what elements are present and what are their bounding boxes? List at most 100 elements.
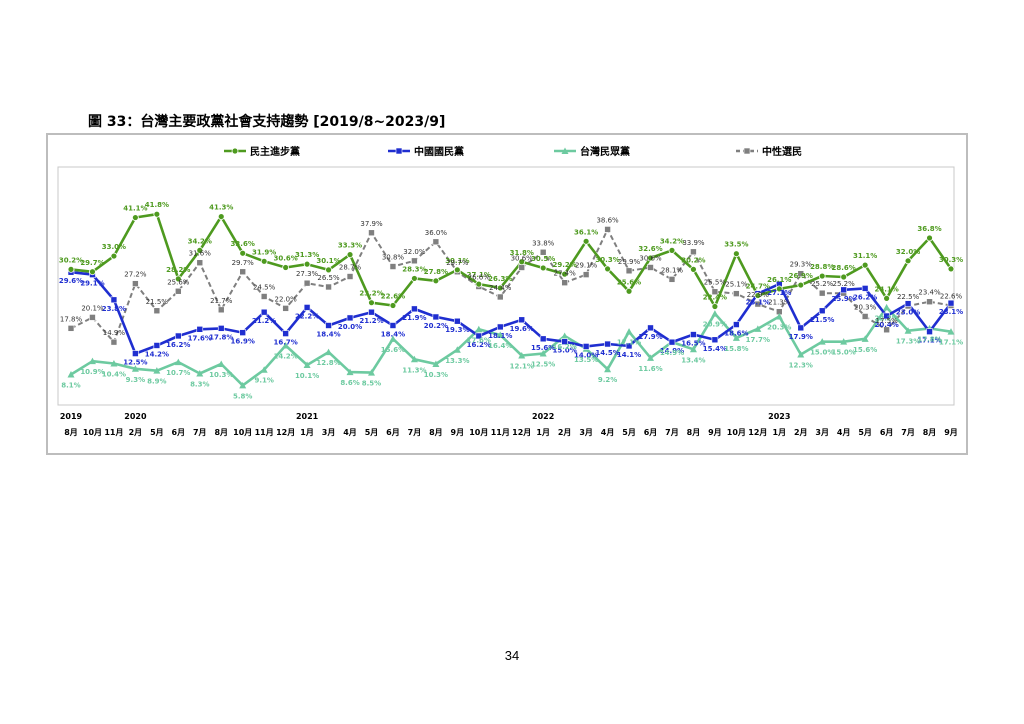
x-tick-label: 1月 [773,428,787,437]
x-tick-label: 7月 [901,428,915,437]
data-label: 30.3% [939,256,963,264]
data-point [132,350,139,357]
legend-label: 中國國民黨 [414,145,464,158]
data-point [67,370,75,378]
data-point [689,345,697,353]
data-label: 33.6% [231,240,255,248]
data-point [303,260,311,268]
data-label: 10.3% [424,371,448,379]
data-label: 20.9% [703,321,727,329]
data-label: 20.3% [854,303,877,311]
legend-item: 中性選民 [736,145,802,158]
data-label: 10.9% [80,368,104,376]
data-point [883,303,891,311]
series-markers [67,210,955,389]
x-tick-label: 11月 [104,428,123,437]
data-label: 25.1% [725,281,748,289]
data-point [282,264,290,271]
data-label: 10.1% [295,372,319,380]
data-label: 14.2% [273,352,297,360]
data-point [196,246,204,254]
data-label: 12.8% [316,359,340,367]
data-point [475,332,483,340]
data-label: 26.2% [853,293,877,301]
data-label: 18.4% [316,330,340,338]
data-point [174,358,182,366]
data-label: 21.2% [252,317,276,325]
data-point [518,351,526,359]
data-point [625,287,633,295]
data-label: 13.5% [574,356,598,364]
data-point [110,252,118,260]
data-label: 21.5% [810,316,834,324]
data-point [153,342,161,349]
data-point [217,360,225,368]
data-label: 26.1% [767,276,791,284]
x-tick-label: 8月 [214,428,228,437]
data-label: 33.5% [724,241,748,249]
data-label: 26.5% [317,274,340,282]
data-label: 12.5% [531,361,555,369]
data-label: 28.2% [166,266,190,274]
data-point [175,332,182,340]
data-label: 30.2% [681,256,705,264]
data-label: 30.2% [59,256,83,264]
data-label: 36.1% [574,228,598,236]
x-tick-label: 10月 [83,428,102,437]
x-tick-label: 11月 [491,428,510,437]
data-label: 24.5% [253,283,276,291]
data-point [475,280,483,288]
data-point [153,367,161,374]
data-point [947,328,955,335]
data-label: 21.9% [402,314,426,322]
legend-label: 中性選民 [762,145,802,158]
series-line-series-3 [70,228,952,344]
data-label: 31.9% [252,248,276,256]
data-point [282,330,289,337]
figure-title: 圖 33：台灣主要政黨社會支持趨勢 [2019/8~2023/9] [88,114,446,130]
data-label: 16.2% [553,343,577,351]
data-point [496,323,504,331]
data-label: 17.6% [467,336,491,344]
data-point [217,213,225,220]
data-point [539,335,547,343]
x-tick-label: 1月 [536,428,550,437]
data-point [239,381,247,389]
data-label: 31.8% [510,249,534,257]
data-label: 15.0% [810,349,834,357]
data-label: 15.4% [703,345,727,353]
data-label: 28.7% [339,264,362,272]
data-point [797,324,805,332]
data-label: 8.1% [61,381,80,389]
data-point [325,348,333,356]
data-label: 12.3% [789,362,813,370]
data-label: 23.2% [359,290,383,298]
data-point [647,254,654,262]
data-label: 17.8% [917,335,941,343]
x-tick-label: 2月 [129,428,143,437]
data-point [818,272,826,280]
page-number: 34 [504,648,520,663]
data-label: 19.6% [510,325,534,333]
data-label: 21.3% [768,299,791,307]
data-label: 24.1% [874,285,898,293]
data-point [797,281,805,289]
data-label: 25.2% [811,280,834,288]
data-point [840,273,848,281]
data-point [733,290,740,297]
data-point [818,289,826,297]
data-label: 22.2% [295,312,319,320]
data-label: 20.3% [767,323,791,331]
data-point [346,368,354,376]
data-point [625,328,633,335]
series-line-series-1 [70,270,953,355]
data-point [711,310,719,317]
data-point [840,338,848,345]
data-label: 10.4% [102,371,126,379]
year-tick-label: 2021 [296,412,319,421]
data-point [668,338,676,346]
data-point [153,307,161,315]
data-label: 20.0% [338,323,362,331]
data-label: 22.4% [703,293,727,301]
data-label: 28.8% [810,263,834,271]
